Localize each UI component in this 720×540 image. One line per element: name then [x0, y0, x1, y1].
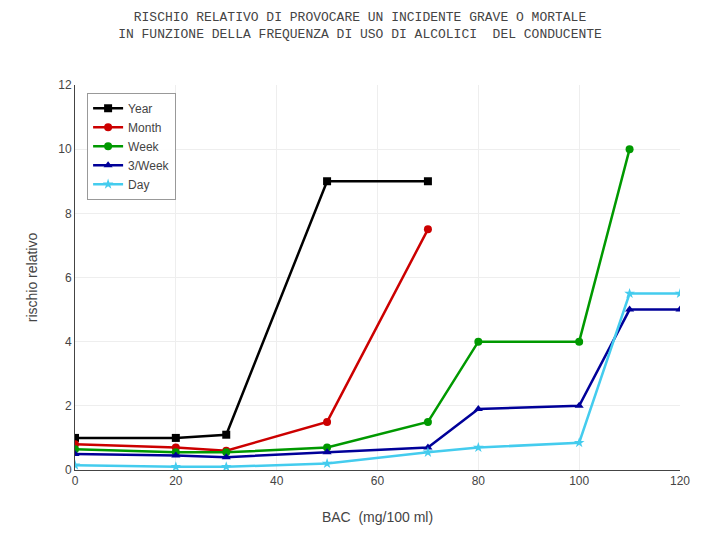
svg-text:4: 4	[65, 335, 72, 349]
svg-text:2: 2	[65, 399, 72, 413]
svg-text:40: 40	[270, 474, 284, 488]
svg-text:rischio relativo: rischio relativo	[24, 233, 40, 323]
svg-text:BAC (mg/100 ml): BAC (mg/100 ml)	[322, 509, 433, 525]
svg-text:0: 0	[72, 474, 79, 488]
svg-text:8: 8	[65, 207, 72, 221]
svg-text:80: 80	[472, 474, 486, 488]
svg-text:20: 20	[169, 474, 183, 488]
svg-text:Day: Day	[128, 178, 149, 192]
svg-text:60: 60	[371, 474, 385, 488]
svg-text:Year: Year	[128, 102, 152, 116]
svg-text:120: 120	[670, 474, 690, 488]
svg-text:100: 100	[569, 474, 589, 488]
svg-text:0: 0	[65, 463, 72, 477]
svg-text:12: 12	[58, 78, 72, 92]
svg-text:Month: Month	[128, 121, 161, 135]
svg-text:3/Week: 3/Week	[128, 159, 169, 173]
svg-text:RISCHIO RELATIVO DI PROVOCARE: RISCHIO RELATIVO DI PROVOCARE UN INCIDEN…	[118, 10, 602, 42]
svg-text:10: 10	[58, 142, 72, 156]
svg-text:6: 6	[65, 271, 72, 285]
svg-text:Week: Week	[128, 140, 159, 154]
